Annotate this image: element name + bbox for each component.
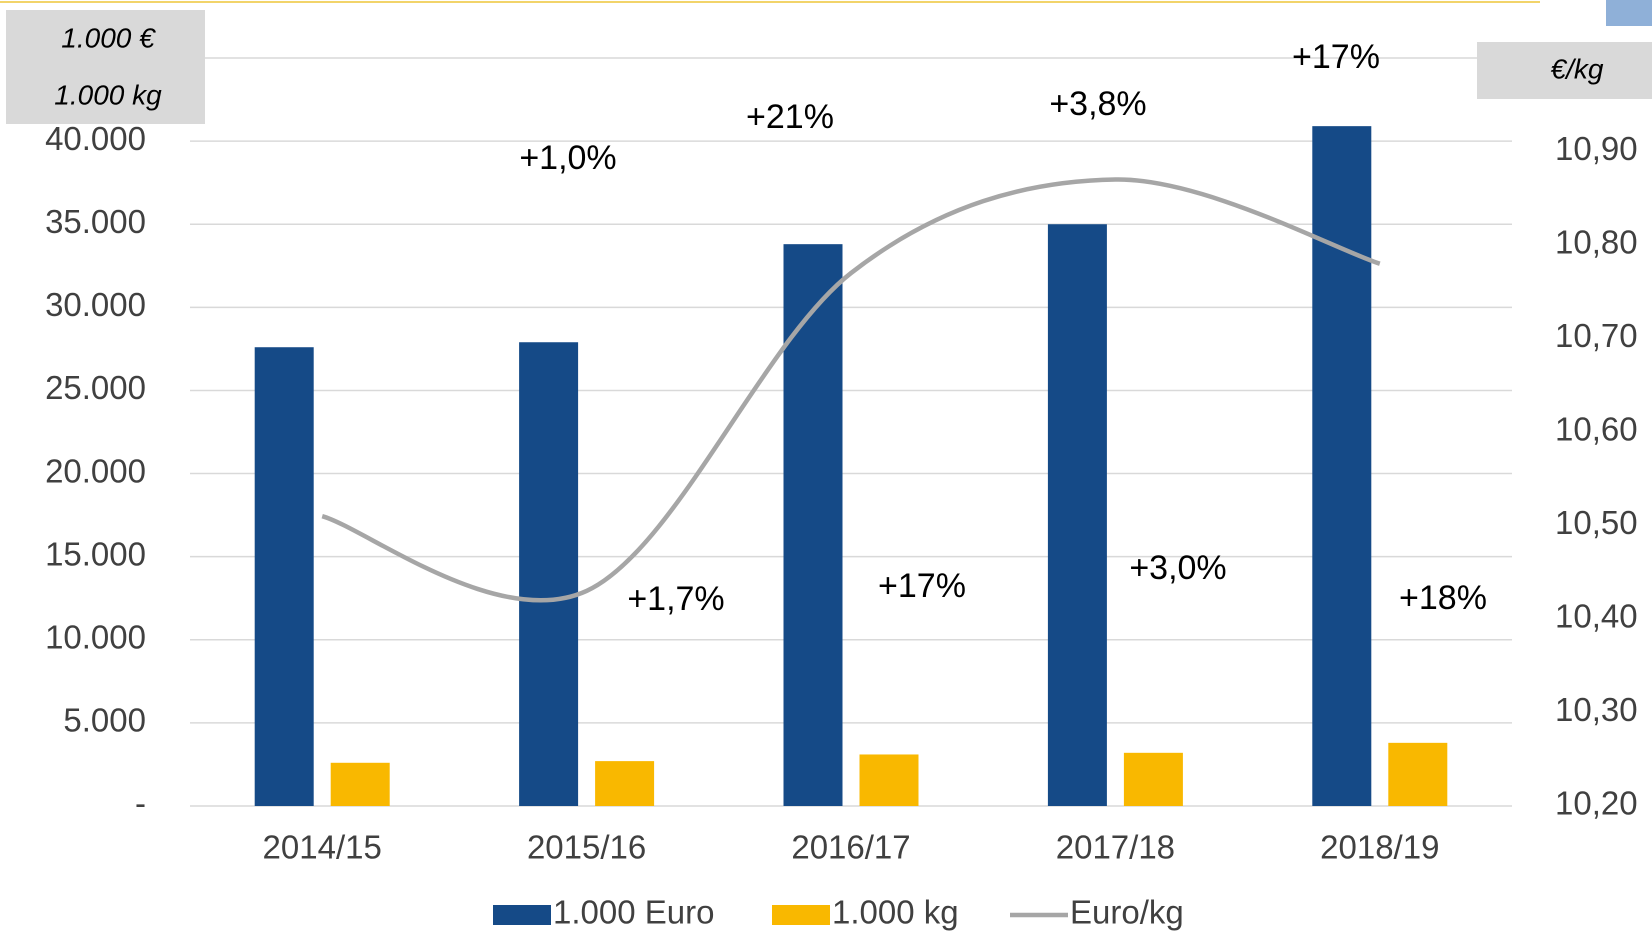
y2-tick-label: 10,40 [1555, 598, 1638, 635]
y2-axis-label: €/kg [1551, 53, 1604, 84]
y-tick-label: 30.000 [45, 286, 146, 323]
bar [595, 761, 655, 806]
bar [783, 244, 843, 806]
y2-tick-label: 10,70 [1555, 317, 1638, 354]
y2-tick-label: 10,90 [1555, 130, 1638, 167]
bar [519, 342, 579, 806]
legend-swatch [493, 905, 551, 925]
growth-label: +3,0% [1129, 549, 1226, 587]
line [321, 177, 1381, 603]
growth-label: +3,8% [1049, 85, 1146, 123]
y-axis-label: 1.000 € [61, 22, 156, 53]
y-tick-label: 10.000 [45, 618, 146, 655]
bar [1047, 224, 1107, 806]
x-tick-label: 2014/15 [263, 829, 382, 866]
x-tick-label: 2015/16 [527, 829, 646, 866]
legend-swatch [772, 905, 830, 925]
bar [254, 347, 314, 806]
y2-tick-label: 10,50 [1555, 504, 1638, 541]
legend-label: 1.000 kg [832, 894, 959, 931]
growth-label: +1,0% [519, 139, 616, 177]
bar [330, 762, 390, 806]
y-tick-label: 35.000 [45, 203, 146, 240]
y2-tick-label: 10,20 [1555, 785, 1638, 822]
x-tick-label: 2018/19 [1320, 829, 1439, 866]
bar [1388, 742, 1448, 806]
y-tick-label: 15.000 [45, 535, 146, 572]
growth-label: +18% [1399, 579, 1487, 617]
x-tick-label: 2017/18 [1056, 829, 1175, 866]
y-axis-label-box [6, 10, 205, 124]
y2-tick-label: 10,30 [1555, 691, 1638, 728]
x-tick-label: 2016/17 [791, 829, 910, 866]
y-tick-label: 5.000 [63, 702, 146, 739]
y-tick-label: 40.000 [45, 120, 146, 157]
y2-axis-label-box [1477, 42, 1652, 99]
bar [1312, 126, 1372, 806]
growth-label: +21% [746, 98, 834, 136]
bar [859, 754, 919, 806]
growth-label: +17% [1292, 38, 1380, 76]
legend-label: Euro/kg [1070, 894, 1184, 931]
y-tick-label: - [135, 785, 146, 822]
y-tick-label: 25.000 [45, 369, 146, 406]
legend-label: 1.000 Euro [553, 894, 714, 931]
bar [1123, 752, 1183, 806]
growth-label: +17% [878, 567, 966, 605]
logo [1606, 0, 1652, 26]
y2-tick-label: 10,80 [1555, 224, 1638, 261]
y-tick-label: 20.000 [45, 452, 146, 489]
y2-tick-label: 10,60 [1555, 411, 1638, 448]
growth-label: +1,7% [627, 580, 724, 618]
y-axis-label: 1.000 kg [54, 79, 162, 110]
